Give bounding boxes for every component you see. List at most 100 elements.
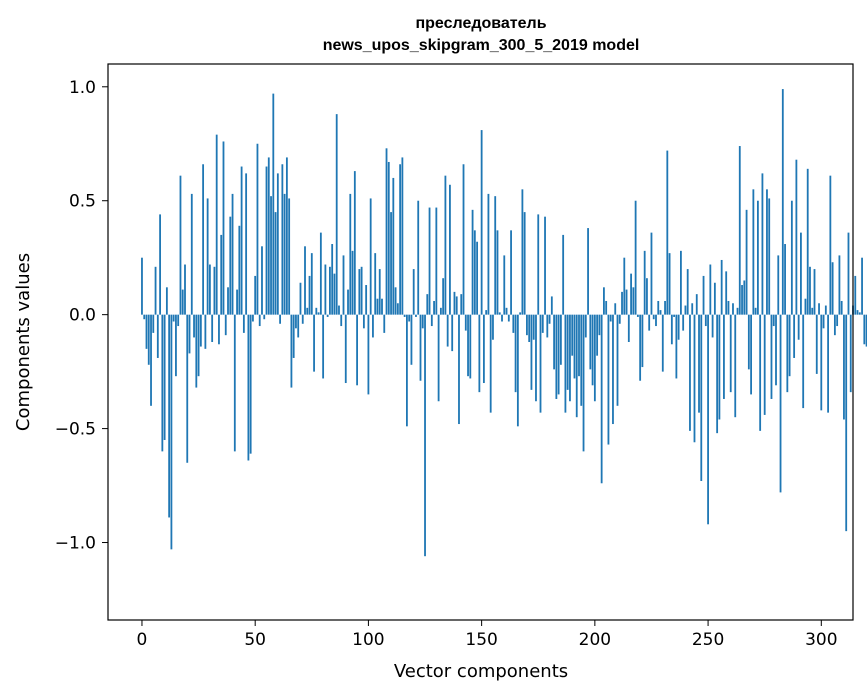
bar-258 xyxy=(725,271,728,315)
bar-160 xyxy=(503,255,506,315)
chart-title-line1: преследователь xyxy=(415,15,546,32)
bar-282 xyxy=(779,314,782,493)
bar-184 xyxy=(557,314,560,395)
bar-74 xyxy=(308,275,311,315)
bar-178 xyxy=(544,216,546,315)
bar-61 xyxy=(279,314,281,324)
bar-80 xyxy=(322,314,325,379)
bar-144 xyxy=(467,314,469,377)
bar-276 xyxy=(766,189,768,315)
bar-320 xyxy=(865,314,867,347)
bar-25 xyxy=(197,314,200,377)
bar-49 xyxy=(252,314,254,322)
bar-88 xyxy=(340,314,343,327)
bar-230 xyxy=(661,314,664,372)
plot-frame xyxy=(107,63,854,621)
bar-3 xyxy=(147,314,150,365)
bar-247 xyxy=(700,314,703,481)
bar-21 xyxy=(188,314,191,354)
bar-290 xyxy=(797,314,800,340)
bar-304 xyxy=(829,175,832,315)
bar-272 xyxy=(756,200,759,315)
bar-41 xyxy=(233,314,236,452)
y-axis-ticks: −1.0 −0.5 0.0 0.5 1.0 xyxy=(55,78,108,554)
bar-11 xyxy=(165,287,168,315)
bar-220 xyxy=(639,314,642,381)
bar-231 xyxy=(664,300,666,315)
bar-221 xyxy=(641,314,644,368)
y-tick-label: 0.0 xyxy=(69,306,96,326)
bar-118 xyxy=(408,314,411,322)
bar-182 xyxy=(553,314,555,370)
bar-66 xyxy=(290,314,293,388)
bar-264 xyxy=(738,146,741,315)
bar-284 xyxy=(784,244,786,315)
bar-37 xyxy=(224,314,227,336)
bar-39 xyxy=(229,216,232,315)
bar-223 xyxy=(646,278,648,315)
bar-120 xyxy=(412,269,415,315)
bar-91 xyxy=(347,289,349,315)
bar-89 xyxy=(342,255,345,315)
bar-141 xyxy=(460,294,463,315)
bar-54 xyxy=(263,314,266,320)
bar-281 xyxy=(777,255,780,315)
bar-301 xyxy=(822,314,825,329)
bar-197 xyxy=(587,228,589,315)
bar-271 xyxy=(754,307,757,315)
x-tick-label: 250 xyxy=(692,630,724,650)
bar-175 xyxy=(537,214,540,315)
bar-series xyxy=(141,89,867,557)
bar-297 xyxy=(813,269,816,315)
bar-105 xyxy=(378,269,381,315)
bar-226 xyxy=(652,314,655,320)
bar-82 xyxy=(326,314,329,317)
bar-107 xyxy=(383,314,386,333)
bar-286 xyxy=(788,314,791,377)
bar-93 xyxy=(351,250,354,315)
bar-10 xyxy=(163,314,166,440)
bar-137 xyxy=(451,314,454,352)
bar-121 xyxy=(415,314,417,317)
bar-26 xyxy=(199,314,202,347)
bar-207 xyxy=(609,314,612,322)
y-tick-label: 0.5 xyxy=(69,192,96,212)
bar-146 xyxy=(471,209,474,315)
bar-113 xyxy=(396,303,399,315)
bar-213 xyxy=(623,257,626,315)
bar-278 xyxy=(770,314,773,399)
bar-34 xyxy=(218,314,220,345)
bar-164 xyxy=(512,314,515,333)
bar-46 xyxy=(245,173,248,315)
bar-73 xyxy=(306,307,309,315)
bar-100 xyxy=(367,314,370,395)
bar-180 xyxy=(548,314,551,324)
bar-205 xyxy=(605,300,608,315)
bar-279 xyxy=(772,314,775,327)
bar-219 xyxy=(636,314,639,317)
bar-199 xyxy=(591,314,594,386)
bar-97 xyxy=(360,266,363,315)
bar-111 xyxy=(392,177,395,315)
x-tick-label: 200 xyxy=(579,630,611,650)
bar-251 xyxy=(709,264,712,315)
bar-0 xyxy=(141,257,143,315)
bar-173 xyxy=(532,314,535,340)
bar-246 xyxy=(698,314,700,413)
bar-315 xyxy=(854,275,857,315)
bar-138 xyxy=(453,291,456,315)
bar-129 xyxy=(433,300,435,315)
bar-192 xyxy=(575,314,578,418)
bar-79 xyxy=(319,232,322,315)
bar-239 xyxy=(682,314,685,331)
bar-142 xyxy=(462,164,465,315)
bar-204 xyxy=(603,287,605,315)
bar-228 xyxy=(657,300,660,315)
bar-261 xyxy=(732,303,734,315)
bar-234 xyxy=(670,314,673,345)
bar-177 xyxy=(541,314,544,333)
bar-50 xyxy=(254,275,257,315)
bar-299 xyxy=(818,303,820,315)
bar-294 xyxy=(806,168,809,315)
bar-153 xyxy=(487,193,490,315)
